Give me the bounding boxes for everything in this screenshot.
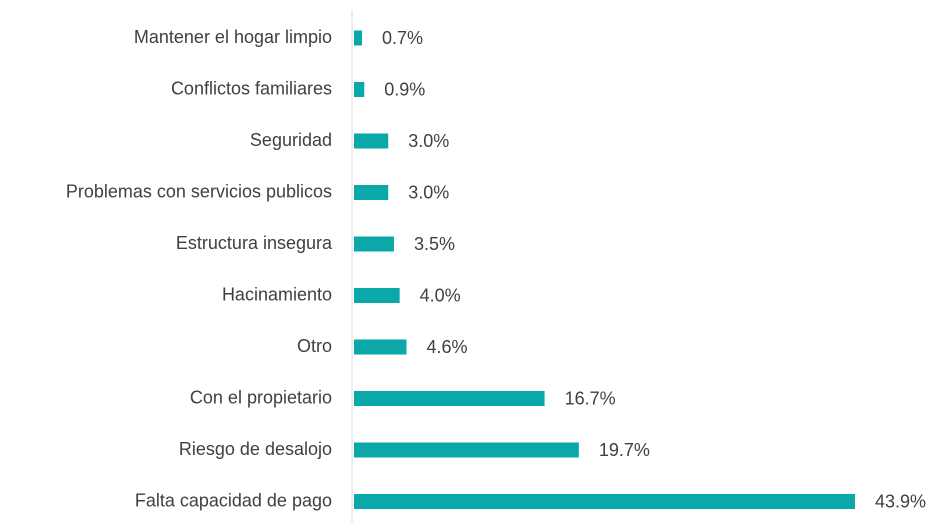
value-label: 0.7% xyxy=(382,28,423,48)
bar xyxy=(354,442,579,458)
value-label: 4.6% xyxy=(426,337,467,357)
value-label: 3.0% xyxy=(408,182,449,202)
bar xyxy=(354,30,362,46)
value-label: 16.7% xyxy=(565,388,616,408)
bar xyxy=(354,494,855,509)
bar xyxy=(354,391,545,406)
category-label: Mantener el hogar limpio xyxy=(134,27,332,47)
bar xyxy=(354,133,389,149)
category-label: Otro xyxy=(297,336,332,356)
category-label: Estructura insegura xyxy=(176,233,333,253)
category-label: Con el propietario xyxy=(190,387,332,407)
bar xyxy=(354,339,407,355)
category-label: Falta capacidad de pago xyxy=(135,490,332,510)
category-label: Seguridad xyxy=(250,130,332,150)
category-label: Riesgo de desalojo xyxy=(179,439,332,459)
value-label: 19.7% xyxy=(599,440,650,460)
value-label: 3.0% xyxy=(408,131,449,151)
bar xyxy=(354,288,400,303)
category-label: Problemas con servicios publicos xyxy=(66,181,332,201)
category-label: Conflictos familiares xyxy=(171,78,332,98)
value-label: 4.0% xyxy=(420,285,461,305)
value-label: 0.9% xyxy=(384,79,425,99)
category-label: Hacinamiento xyxy=(222,284,332,304)
value-label: 3.5% xyxy=(414,234,455,254)
bar xyxy=(354,82,365,97)
value-label: 43.9% xyxy=(875,491,926,511)
bar xyxy=(354,236,394,252)
bar xyxy=(354,185,389,200)
